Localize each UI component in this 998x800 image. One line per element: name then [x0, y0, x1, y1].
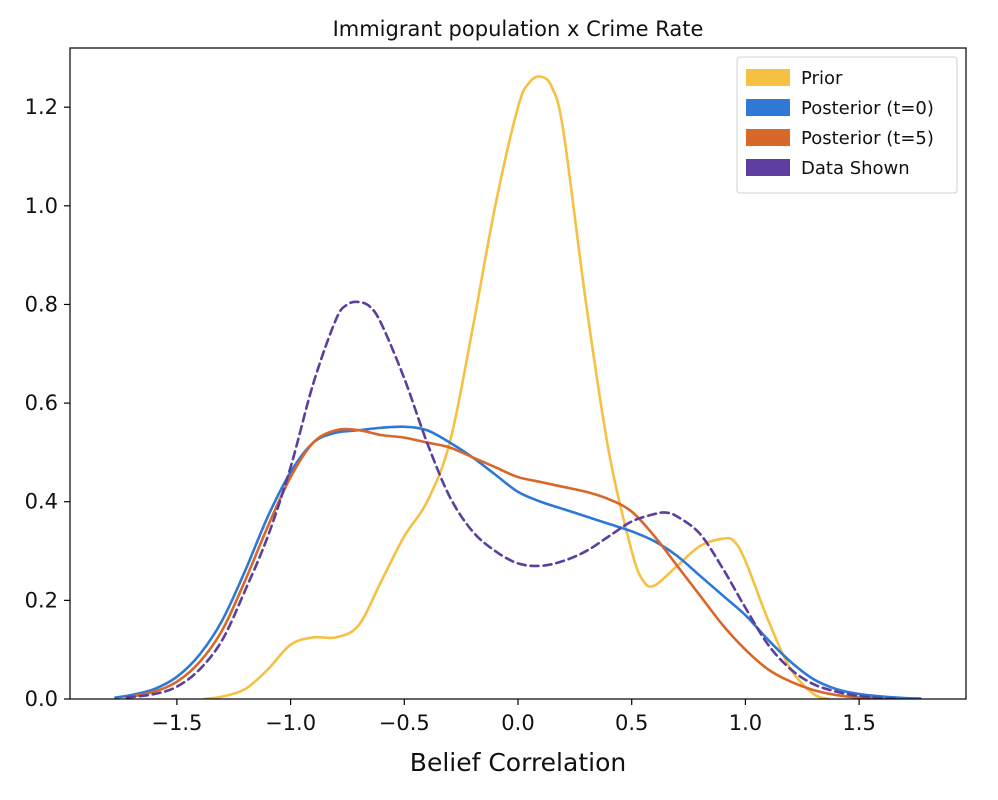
y-tick-label: 0.0	[25, 687, 58, 711]
series-line-posterior-t-0	[114, 425, 922, 699]
y-tick-label: 1.2	[25, 95, 58, 119]
legend: Prior Posterior (t=0) Posterior (t=5) Data …	[736, 56, 958, 194]
x-tick-label: 1.5	[842, 711, 875, 735]
x-tick-label: 0.0	[501, 711, 534, 735]
legend-label-data-shown: Data Shown	[801, 158, 910, 179]
x-tick-label: −0.5	[379, 711, 430, 735]
legend-box	[736, 56, 958, 194]
chart-title: Immigrant population x Crime Rate	[333, 17, 704, 41]
y-axis-ticks: 0.0 0.2 0.4 0.6 0.8 1.0 1.2	[25, 95, 70, 711]
legend-label-posterior-t-5: Posterior (t=5)	[801, 128, 934, 149]
legend-swatch-data-shown	[746, 159, 790, 176]
x-tick-label: 1.0	[729, 711, 762, 735]
y-tick-label: 0.4	[25, 490, 58, 514]
y-tick-label: 0.6	[25, 391, 58, 415]
series-line-prior	[202, 75, 831, 699]
x-tick-label: −1.0	[265, 711, 316, 735]
y-tick-label: 1.0	[25, 194, 58, 218]
legend-label-prior: Prior	[801, 68, 843, 89]
series-layer	[114, 75, 922, 699]
legend-swatch-posterior-t-5	[746, 129, 790, 146]
series-line-data-shown	[125, 300, 900, 699]
legend-label-posterior-t-0: Posterior (t=0)	[801, 98, 934, 119]
x-tick-label: −1.5	[151, 711, 202, 735]
series-line-posterior-t-5	[125, 427, 895, 699]
x-tick-label: 0.5	[615, 711, 648, 735]
y-tick-label: 0.2	[25, 588, 58, 612]
legend-swatch-prior	[746, 69, 790, 86]
y-tick-label: 0.8	[25, 292, 58, 316]
x-axis-label: Belief Correlation	[410, 748, 626, 777]
x-axis-ticks: −1.5 −1.0 −0.5 0.0 0.5 1.0 1.5	[151, 699, 876, 735]
legend-swatch-posterior-t-0	[746, 99, 790, 116]
